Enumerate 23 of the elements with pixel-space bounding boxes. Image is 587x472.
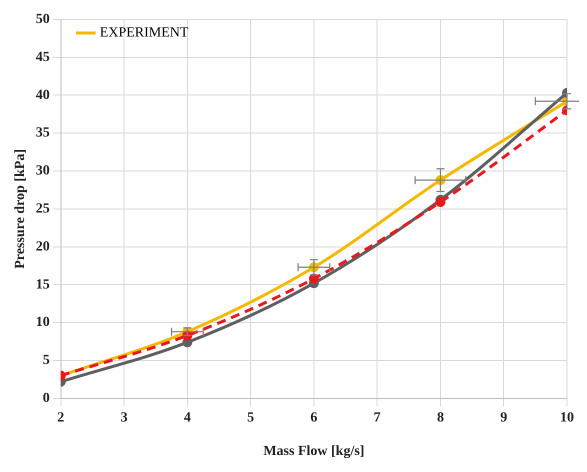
- y-tick-label: 10: [36, 315, 50, 330]
- y-tick-label: 35: [36, 126, 50, 141]
- x-tick-label: 5: [247, 410, 254, 426]
- y-tick-label: 30: [36, 164, 50, 179]
- y-tick-label: 5: [42, 353, 50, 368]
- x-axis-title: Mass Flow [kg/s]: [263, 444, 364, 460]
- x-tick-label: 4: [184, 410, 191, 426]
- x-tick-label: 10: [560, 410, 574, 426]
- y-tick-label: 20: [36, 239, 50, 254]
- x-tick-label: 6: [310, 410, 318, 426]
- y-tick-label: 25: [36, 202, 50, 217]
- y-axis-title: Pressure drop [kPa]: [13, 149, 28, 269]
- y-tick-label: 50: [36, 12, 50, 28]
- legend-label: EXPERIMENT: [100, 26, 189, 41]
- x-tick-label: 8: [436, 410, 444, 426]
- x-tick-label: 7: [374, 410, 381, 426]
- x-tick-label: 3: [120, 410, 128, 426]
- x-tick-label: 9: [500, 410, 508, 426]
- y-tick-label: 40: [36, 88, 50, 103]
- y-tick-label: 15: [36, 277, 50, 292]
- y-tick-label: 0: [42, 391, 50, 406]
- y-tick-label: 45: [36, 50, 50, 65]
- x-tick-label: 2: [57, 410, 64, 426]
